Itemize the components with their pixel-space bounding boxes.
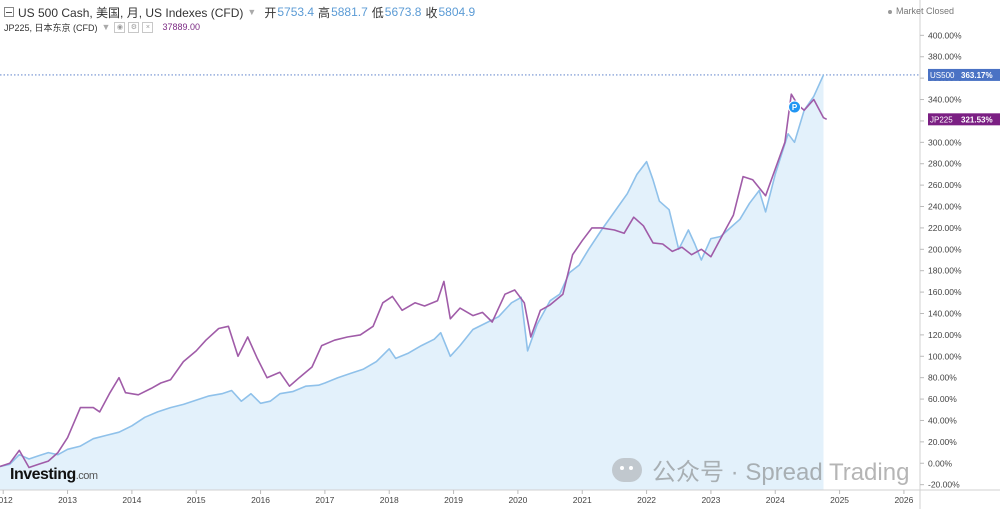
wechat-icon (612, 457, 642, 482)
x-tick-label: 2023 (701, 495, 720, 505)
status-dot-icon (887, 9, 892, 14)
x-tick-label: 2026 (894, 495, 913, 505)
main-symbol-title[interactable]: US 500 Cash, 美国, 月, US Indexes (CFD) (18, 5, 244, 20)
low-label: 低 (371, 5, 384, 20)
x-tick-label: 2012 (0, 495, 13, 505)
market-status-label: Market Closed (895, 6, 954, 16)
close-label: 收 (425, 5, 438, 20)
y-tick-label: 80.00% (928, 373, 957, 383)
x-axis: 2012 2013 2014 2015 2016 2017 2018 2019 2020 2021… (0, 489, 1000, 505)
open-value: 5753.4 (277, 5, 315, 19)
x-tick-label: 2016 (251, 495, 270, 505)
close-icon[interactable]: × (142, 21, 154, 33)
chart-legend-header: US 500 Cash, 美国, 月, US Indexes (CFD) ▼ 开… (4, 4, 475, 34)
compare-value: 37889.00 (162, 22, 200, 32)
y-tick-label: 160.00% (928, 287, 962, 297)
jp225-line[interactable] (0, 93, 828, 469)
y-tick-label: 100.00% (928, 351, 962, 361)
y-tick-label: 20.00% (928, 437, 957, 447)
y-tick-label: 140.00% (928, 308, 962, 318)
us500-last-tag (928, 68, 1000, 81)
logo-suffix: .com (75, 470, 98, 482)
y-tick-label: 60.00% (928, 394, 957, 404)
investing-logo: Investing.com (10, 466, 98, 484)
eye-icon[interactable]: ◉ (114, 21, 126, 33)
y-tick-label: 340.00% (928, 95, 962, 105)
plot-area[interactable]: P (0, 74, 920, 491)
x-tick-label: 2013 (58, 495, 77, 505)
y-tick-label: 220.00% (928, 223, 962, 233)
x-tick-label: 2024 (766, 495, 785, 505)
x-tick-label: 2025 (830, 495, 849, 505)
event-marker-label: P (792, 103, 798, 112)
y-tick-label: 260.00% (928, 180, 962, 190)
y-tick-label: -20.00% (928, 480, 960, 490)
chevron-down-icon[interactable]: ▼ (247, 7, 257, 17)
y-tick-label: 180.00% (928, 266, 962, 276)
x-tick-label: 2017 (315, 495, 334, 505)
y-tick-label: 40.00% (928, 415, 957, 425)
y-tick-label: 400.00% (928, 30, 962, 40)
jp225-last-tag (928, 113, 1000, 126)
watermark-text: 公众号 · Spread Trading (652, 459, 910, 486)
us500-tag-symbol: US500 (930, 71, 955, 80)
high-value: 5881.7 (331, 5, 368, 19)
x-tick-label: 2015 (187, 495, 206, 505)
open-label: 开 (264, 5, 277, 20)
y-tick-label: 380.00% (928, 52, 962, 62)
logo-text: Investing (10, 466, 76, 483)
collapse-toggle-icon[interactable] (4, 7, 14, 17)
high-label: 高 (318, 5, 331, 20)
y-tick-label: 280.00% (928, 159, 962, 169)
x-tick-label: 2018 (380, 495, 399, 505)
jp225-tag-symbol: JP225 (930, 115, 953, 124)
close-value: 5804.9 (438, 5, 476, 19)
x-tick-label: 2014 (122, 495, 141, 505)
x-tick-label: 2019 (444, 495, 463, 505)
y-tick-label: 200.00% (928, 244, 962, 254)
last-value-tags: US500 363.17% JP225 321.53% (928, 68, 1000, 126)
x-tick-label: 2021 (573, 495, 592, 505)
y-tick-label: 0.00% (928, 458, 953, 468)
y-tick-label: 240.00% (928, 202, 962, 212)
compare-symbol-title[interactable]: JP225, 日本东京 (CFD) (4, 22, 98, 33)
market-status: Market Closed (887, 6, 954, 16)
jp225-tag-value: 321.53% (961, 115, 993, 124)
us500-tag-value: 363.17% (961, 71, 993, 80)
us500-area (0, 74, 824, 491)
x-tick-label: 2022 (637, 495, 656, 505)
event-marker-icon[interactable] (788, 100, 802, 114)
watermark: 公众号 · Spread Trading (612, 452, 909, 487)
x-tick-label: 2020 (508, 495, 527, 505)
low-value: 5673.8 (384, 5, 422, 19)
settings-icon[interactable]: ⚙ (128, 21, 140, 33)
chevron-down-icon[interactable]: ▼ (101, 22, 111, 32)
us500-line[interactable] (0, 74, 825, 468)
y-tick-label: 300.00% (928, 137, 962, 147)
y-tick-label: 120.00% (928, 330, 962, 340)
